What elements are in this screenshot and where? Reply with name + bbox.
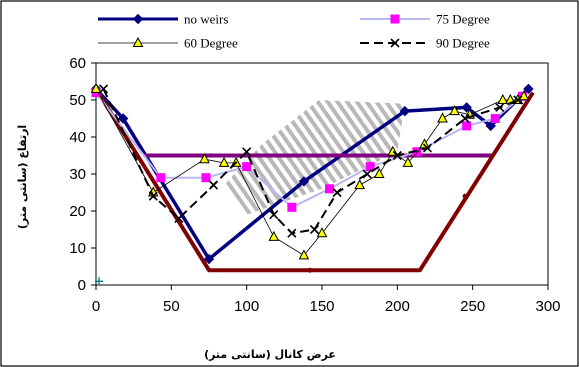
legend-marker	[390, 14, 400, 24]
data-point	[354, 179, 365, 190]
data-point	[309, 224, 320, 235]
data-point	[449, 105, 460, 116]
data-point	[518, 90, 530, 101]
data-point	[462, 121, 472, 131]
data-point	[373, 167, 385, 178]
y-axis-label: ارتفاع (سانتی متر)	[16, 125, 29, 229]
channel-point	[462, 193, 468, 199]
x-tick-label: 300	[535, 298, 560, 315]
data-point	[513, 95, 523, 105]
data-point	[460, 113, 470, 124]
data-point	[437, 112, 448, 123]
data-point	[332, 187, 342, 198]
x-tick-label: 250	[460, 298, 485, 315]
data-point	[316, 227, 328, 238]
legend-marker	[132, 36, 144, 47]
legend-item: no weirs	[98, 12, 228, 27]
y-tick-label: 10	[69, 240, 86, 257]
channel-point	[307, 267, 313, 273]
legend-label: no weirs	[184, 12, 228, 27]
x-tick-label: 50	[163, 298, 180, 315]
series-4	[94, 87, 535, 273]
y-tick-label: 60	[69, 55, 86, 72]
legend-item: 75 Degree	[360, 12, 490, 27]
data-point	[523, 83, 534, 95]
data-point	[98, 84, 109, 94]
data-point	[392, 150, 402, 161]
legend-item: 60 Degree	[98, 36, 238, 51]
x-tick-label: 0	[92, 298, 100, 315]
legend-label: 75 Degree	[436, 12, 490, 27]
data-point	[269, 210, 279, 220]
data-point	[201, 173, 211, 183]
data-point	[242, 162, 252, 172]
y-tick-label: 20	[69, 203, 86, 220]
data-point	[208, 180, 219, 190]
data-point	[287, 228, 297, 238]
x-axis-label: عرض كانال (سانتی متر)	[204, 348, 336, 361]
y-tick-label: 30	[69, 166, 86, 183]
data-point	[218, 156, 230, 167]
data-point	[399, 105, 411, 117]
series-0	[90, 83, 534, 265]
legend-item: 90 Degree	[360, 36, 490, 51]
data-point	[117, 113, 129, 124]
data-point	[298, 176, 310, 187]
y-tick-label: 50	[69, 92, 86, 109]
data-point	[287, 202, 297, 212]
data-point	[242, 147, 252, 157]
legend-label: 60 Degree	[184, 36, 238, 51]
data-point	[495, 102, 505, 112]
data-point	[174, 213, 184, 223]
x-tick-label: 150	[309, 298, 334, 315]
y-tick-label: 40	[69, 129, 86, 146]
x-tick-label: 100	[234, 298, 259, 315]
data-point	[95, 277, 104, 286]
data-point	[199, 153, 210, 164]
data-point	[156, 173, 166, 183]
data-point	[362, 169, 372, 179]
data-point	[203, 253, 215, 265]
data-point	[325, 184, 335, 194]
series-6	[95, 277, 104, 286]
data-point	[485, 120, 496, 132]
legend-marker	[390, 38, 400, 48]
data-point	[490, 114, 500, 123]
data-point	[90, 82, 102, 93]
data-point	[148, 191, 158, 201]
series-line	[94, 87, 535, 273]
series-3	[98, 84, 523, 238]
y-tick-label: 0	[78, 277, 86, 294]
legend-label: 90 Degree	[436, 36, 490, 51]
data-point	[422, 143, 433, 153]
data-point	[402, 156, 414, 167]
series-line	[94, 87, 530, 261]
legend-marker	[132, 13, 144, 25]
data-point	[298, 249, 310, 260]
data-point	[268, 230, 280, 241]
x-tick-label: 200	[385, 298, 410, 315]
data-point	[461, 102, 472, 113]
